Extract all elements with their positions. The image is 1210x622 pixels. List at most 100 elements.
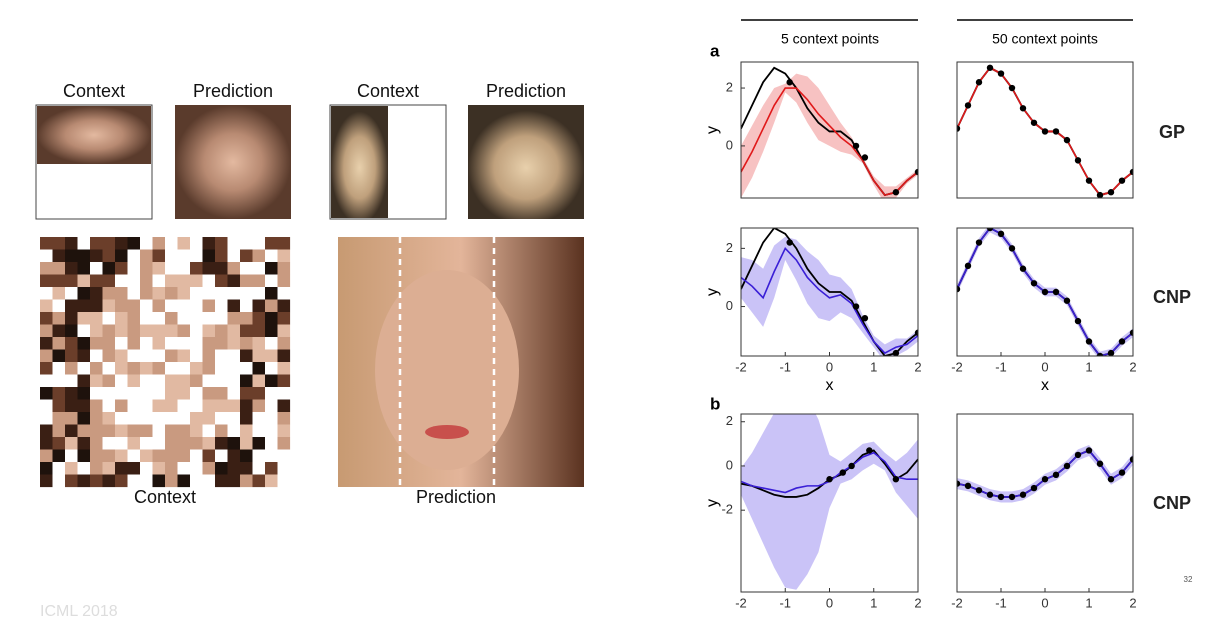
mosaic-pixel [227,274,241,288]
plot-frame [956,61,1134,199]
mosaic-pixel [52,274,66,288]
x-axis-label: x [826,613,834,617]
mosaic-pixel [115,362,128,375]
context-point [786,79,793,86]
mosaic-pixel [90,299,103,313]
mosaic-pixel [115,387,128,400]
mosaic-pixel [277,262,291,275]
mosaic-pixel [90,437,103,450]
mosaic-pixel [102,262,116,275]
plot-area [957,228,1133,356]
mosaic-pixel [77,299,91,313]
mosaic-pixel [265,262,278,275]
mosaic-pixel [127,437,141,450]
mosaic-pixel [240,274,253,288]
face-label: Context [63,81,125,101]
plot-area [741,66,918,198]
mosaic-pixel [165,324,178,338]
mosaic-pixel [140,449,153,463]
mosaic-pixel [40,349,53,363]
mosaic-pixel [115,237,128,250]
mosaic-pixel [152,437,166,450]
mosaic-pixel [252,362,266,375]
mosaic-pixel [115,374,128,388]
mosaic-pixel [227,437,241,450]
mosaic-pixel [140,474,153,488]
face-label: Prediction [193,81,273,101]
mosaic-pixel [140,362,153,375]
context-point [975,79,983,86]
mosaic-pixel [90,274,103,288]
mosaic-pixel [140,287,153,300]
context-point [1118,469,1126,476]
mosaic-pixel [252,237,266,250]
mosaic-pixel [240,287,253,300]
context-point [1041,288,1049,296]
mosaic-pixel [65,412,78,425]
mosaic-pixel [277,312,291,325]
uncertainty-band [741,414,918,590]
mosaic-pixel [227,449,241,463]
mosaic-pixel [190,237,203,250]
mosaic-pixel [90,249,103,263]
mosaic-pixel [152,362,166,375]
x-tick-label: -1 [995,595,1007,610]
plot-frame [740,61,919,199]
mosaic-pixel [177,324,191,338]
column-header: 5 context points [781,31,879,47]
mosaic-pixel [115,449,128,463]
mosaic-pixel [65,287,78,300]
mosaic-pixel [177,274,191,288]
context-point [997,70,1005,77]
mosaic-pixel [40,462,53,475]
mosaic-pixel [240,324,253,338]
mosaic-pixel [202,449,216,463]
mosaic-pixel [77,362,91,375]
column-header: 50 context points [992,31,1098,47]
context-point [866,447,873,454]
mosaic-pixel [127,387,141,400]
mosaic-pixel [252,249,266,263]
mosaic-pixel [127,337,141,350]
mosaic-pixel [52,312,66,325]
mosaic-pixel [140,324,153,338]
mosaic-pixel [127,462,141,475]
mosaic-pixel [65,437,78,450]
mosaic-pixel [127,424,141,438]
mosaic-pixel [240,412,253,425]
mosaic-pixel [177,287,191,300]
context-point [1019,105,1027,112]
mosaic-pixel [152,324,166,338]
mosaic-pixel [77,249,91,263]
plot-area [741,414,918,590]
mosaic-pixel [102,337,116,350]
context-point [1063,297,1071,304]
mosaic-pixel [40,412,53,425]
mosaic-pixel [140,237,153,250]
mosaic-pixel [52,249,66,263]
mosaic-pixel [215,462,228,475]
mosaic-pixel [40,449,53,463]
mosaic-pixel [190,424,203,438]
mosaic-pixel [52,324,66,338]
mosaic-pixel [202,262,216,275]
mosaic-pixel [177,237,191,250]
y-tick-label: 2 [726,79,733,94]
mosaic-pixel [127,449,141,463]
face-shape [375,270,519,470]
mosaic-pixel [252,399,266,413]
context-point [1085,177,1093,184]
plot [956,61,1134,199]
mosaic-pixel [115,474,128,488]
mosaic-pixel [277,299,291,313]
mosaic-pixel [40,437,53,450]
mosaic-pixel [90,324,103,338]
mosaic-pixel [77,449,91,463]
mosaic-pixel [177,349,191,363]
mosaic-pixel [52,462,66,475]
mosaic-pixel [202,374,216,388]
mosaic-pixel [190,324,203,338]
mosaic-pixel [52,412,66,425]
mosaic-pixel [65,312,78,325]
mosaic-pixel [215,337,228,350]
